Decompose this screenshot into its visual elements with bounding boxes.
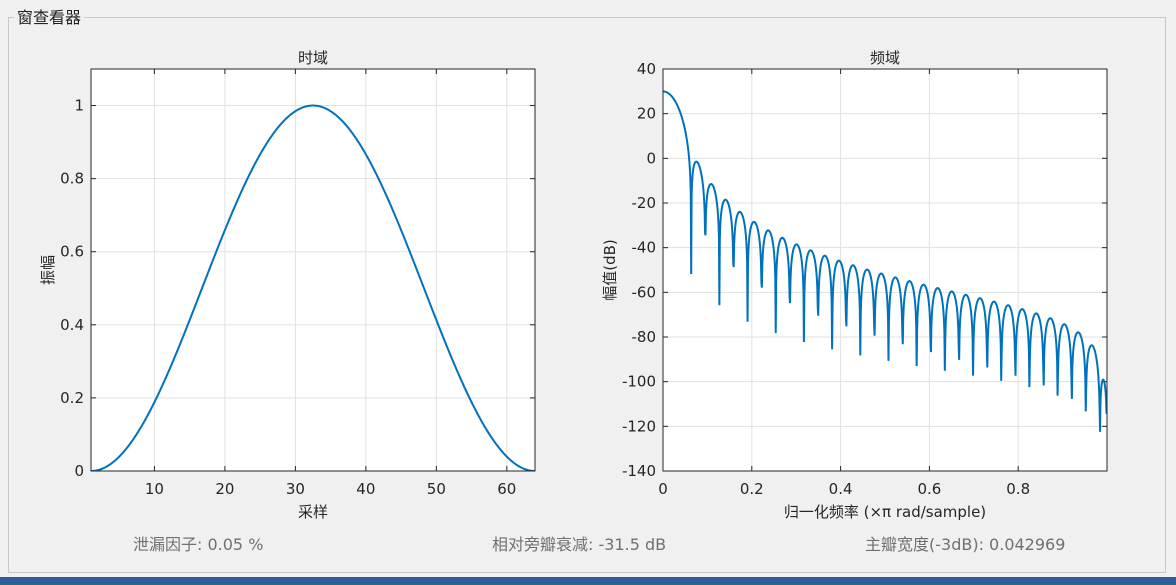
- y-tick-label: -120: [622, 417, 656, 435]
- x-tick-label: 0.8: [1006, 480, 1030, 498]
- x-axis-label: 归一化频率 (×π rad/sample): [784, 503, 986, 521]
- x-tick-label: 60: [497, 480, 516, 498]
- mainlobe-width-text: 主瓣宽度(-3dB): 0.042969: [865, 535, 1066, 554]
- x-tick-label: 50: [427, 480, 446, 498]
- plot-background: [91, 69, 535, 471]
- x-tick-label: 40: [356, 480, 375, 498]
- x-tick-label: 20: [215, 480, 234, 498]
- y-tick-label: -20: [632, 194, 657, 212]
- x-tick-label: 0.6: [917, 480, 941, 498]
- y-tick-label: 0: [646, 149, 656, 167]
- plot-frame: [662, 68, 1108, 472]
- y-tick-label: 0.2: [60, 389, 84, 407]
- leakage-factor-text: 泄漏因子: 0.05 %: [133, 535, 264, 554]
- status-bar: [0, 577, 1176, 585]
- x-tick-label: 10: [145, 480, 164, 498]
- y-tick-label: -60: [632, 283, 657, 301]
- y-axis-label: 幅值(dB): [601, 239, 619, 301]
- magnitude-response-line: [663, 90, 1107, 432]
- chart-title: 时域: [298, 49, 328, 67]
- y-tick-label: 20: [637, 105, 656, 123]
- x-axis-label: 采样: [298, 503, 328, 521]
- y-axis-label: 振幅: [39, 255, 57, 285]
- y-tick-label: -40: [632, 239, 657, 257]
- x-tick-label: 0: [658, 480, 668, 498]
- hann-window-line: [91, 104, 535, 471]
- y-tick-label: 0: [74, 462, 84, 480]
- y-tick-label: 1: [74, 97, 84, 115]
- y-tick-label: -140: [622, 462, 656, 480]
- y-tick-label: 40: [637, 60, 656, 78]
- y-tick-label: 0.4: [60, 316, 84, 334]
- y-tick-label: -100: [622, 373, 656, 391]
- x-tick-label: 30: [286, 480, 305, 498]
- y-tick-label: 0.6: [60, 243, 84, 261]
- y-tick-label: 0.8: [60, 170, 84, 188]
- plot-frame: [90, 68, 536, 472]
- chart-title: 频域: [870, 49, 900, 67]
- y-tick-label: -80: [632, 328, 657, 346]
- panel-title: 窗查看器: [14, 8, 85, 28]
- x-tick-label: 0.2: [740, 480, 764, 498]
- sidelobe-attenuation-text: 相对旁瓣衰减: -31.5 dB: [492, 535, 667, 554]
- x-tick-label: 0.4: [829, 480, 853, 498]
- plot-background: [663, 69, 1107, 471]
- frequency-domain-plot[interactable]: 0 0.2 0.4 0.6 0.8 40 20 0 -20 -40 -60 -80 -100 -120 -1…: [601, 49, 1108, 521]
- window-viewer-panel: [8, 17, 1166, 573]
